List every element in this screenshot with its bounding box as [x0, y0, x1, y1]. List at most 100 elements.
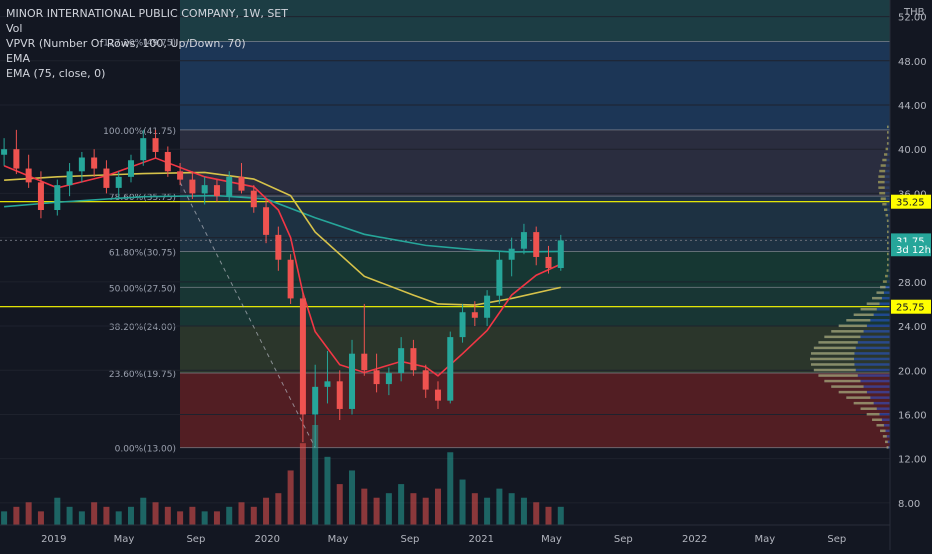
candle-body	[373, 370, 380, 385]
time-axis-tick: 2021	[469, 534, 494, 545]
vpvr-bar	[853, 401, 874, 405]
candle-body	[557, 240, 564, 269]
volume-bar	[152, 502, 159, 525]
vpvr-bar	[879, 169, 886, 173]
vpvr-bar	[880, 285, 886, 289]
vpvr-bar	[878, 175, 885, 178]
price-marker	[891, 194, 931, 209]
candle-body	[25, 168, 32, 183]
vpvr-bar	[887, 131, 889, 134]
candle-body	[471, 312, 478, 318]
indicator-vol: Vol	[6, 22, 23, 35]
volume-bar	[164, 506, 171, 525]
currency-label: THB	[903, 7, 925, 18]
vpvr-bar	[876, 291, 884, 294]
price-axis-tick: 48.00	[898, 57, 927, 68]
candle-body	[201, 185, 208, 194]
vpvr-bar	[846, 319, 871, 322]
candle-body	[177, 171, 184, 180]
candle-body	[398, 348, 405, 374]
candle-body	[127, 160, 134, 177]
volume-bar	[299, 443, 306, 525]
vpvr-bar	[810, 352, 855, 355]
candle-body	[54, 185, 61, 210]
chart-title: MINOR INTERNATIONAL PUBLIC COMPANY, 1W, …	[6, 7, 288, 20]
vpvr-bar	[846, 396, 871, 399]
candle-body	[213, 185, 220, 197]
price-marker	[891, 242, 931, 257]
volume-bar	[496, 488, 503, 525]
vpvr-bar	[877, 180, 885, 184]
vpvr-bar	[885, 274, 888, 278]
time-axis-tick: May	[541, 534, 562, 545]
time-axis-tick: Sep	[614, 534, 633, 545]
vpvr-bar	[887, 125, 889, 129]
time-axis-tick: 2022	[682, 534, 707, 545]
price-axis-tick: 40.00	[898, 145, 927, 156]
volume-bar	[484, 497, 491, 525]
candle-body	[78, 157, 85, 172]
price-marker-label: 3d 12h	[896, 245, 931, 256]
vpvr-bar	[831, 385, 864, 388]
vpvr-bar	[887, 263, 889, 267]
volume-bar	[250, 506, 257, 525]
price-marker-label: 25.75	[896, 303, 925, 314]
candle-body	[385, 373, 392, 385]
time-axis-tick: Sep	[186, 534, 205, 545]
ema-teal-line	[4, 194, 561, 253]
price-axis-tick: 24.00	[898, 322, 927, 333]
vpvr-bar	[872, 418, 882, 421]
fib-band	[180, 373, 890, 448]
volume-bar	[373, 497, 380, 525]
ema-red-line	[3, 157, 562, 377]
time-axis-tick: May	[328, 534, 349, 545]
fib-level-label: 23.60%(19.75)	[109, 370, 176, 380]
price-axis-tick: 20.00	[898, 366, 927, 377]
candle-body	[447, 337, 454, 401]
indicator-ema75: EMA (75, close, 0)	[6, 67, 106, 80]
vpvr-bar	[886, 142, 889, 145]
candle-body	[459, 312, 466, 338]
vpvr-bar	[838, 390, 867, 394]
vpvr-bar	[886, 219, 889, 223]
volume-bar	[177, 511, 184, 525]
volume-bar	[349, 470, 356, 525]
vpvr-bar	[882, 435, 887, 438]
candle-body	[103, 168, 110, 188]
volume-bar	[410, 493, 417, 525]
time-axis-tick: Sep	[827, 534, 846, 545]
price-axis-tick: 12.00	[898, 455, 927, 466]
time-axis-tick: May	[114, 534, 135, 545]
candle-body	[533, 232, 540, 257]
volume-bar	[263, 497, 270, 525]
vpvr-bar	[838, 324, 867, 328]
candle-body	[275, 234, 282, 260]
vpvr-bar	[887, 230, 889, 234]
candle-body	[312, 386, 319, 415]
vpvr-bar	[887, 236, 889, 239]
volume-bar	[471, 493, 478, 525]
volume-bar	[434, 488, 441, 525]
volume-bar	[189, 506, 196, 525]
volume-bar	[422, 497, 429, 525]
volume-bar	[78, 511, 85, 525]
vpvr-bar	[886, 446, 889, 449]
indicator-vpvr: VPVR (Number Of Rows, 100, Up/Down, 70)	[6, 37, 246, 50]
candle-body	[410, 348, 417, 371]
volume-bar	[91, 502, 98, 525]
fib-level-label: 0.00%(13.00)	[115, 445, 176, 455]
fib-level-label: 100.00%(41.75)	[103, 127, 176, 137]
candle-body	[140, 138, 147, 161]
candle-body	[422, 370, 429, 390]
volume-bar	[1, 511, 8, 525]
volume-bar	[25, 502, 32, 525]
candle-body	[484, 295, 491, 318]
candle-body	[238, 176, 245, 191]
price-axis-tick: 16.00	[898, 410, 927, 421]
candle-body	[37, 182, 44, 210]
price-axis	[890, 0, 932, 550]
volume-bar	[398, 484, 405, 525]
price-axis-tick: 44.00	[898, 101, 927, 112]
